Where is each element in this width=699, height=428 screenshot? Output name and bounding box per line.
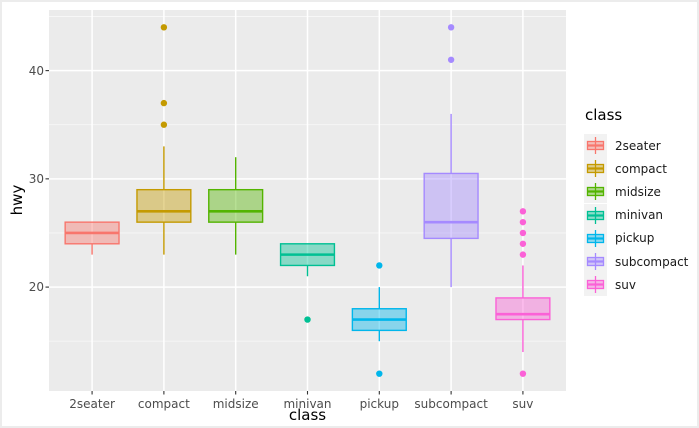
legend-label-midsize: midsize [615, 184, 661, 199]
outlier-point-compact [160, 121, 168, 128]
legend-title: class [585, 106, 623, 124]
legend-key-boxplot-icon [584, 203, 607, 227]
outlier-point-compact [160, 24, 168, 31]
outlier-point-suv [519, 370, 527, 377]
x-tick-label-midsize: midsize [212, 397, 259, 411]
legend-label-minivan: minivan [615, 208, 664, 223]
legend-item-compact: compact [584, 157, 688, 181]
y-axis-title: hwy [8, 184, 26, 216]
legend-key-boxplot-icon [584, 180, 607, 204]
legend-label-subcompact: subcompact [615, 254, 689, 269]
legend-item-suv: suv [584, 273, 688, 297]
legend-label-2seater: 2seater [615, 138, 661, 153]
box-midsize [208, 188, 264, 223]
legend-item-minivan: minivan [584, 203, 688, 227]
box-suv [495, 297, 551, 321]
legend-key-boxplot-icon [584, 226, 607, 250]
y-tick-label-30: 30 [28, 171, 44, 186]
outlier-point-compact [160, 99, 168, 107]
legend: class 2seater compact midsize minivan pickup… [584, 106, 689, 297]
outlier-point-subcompact [447, 24, 455, 31]
outlier-point-suv [519, 218, 527, 226]
y-tick-label-40: 40 [28, 63, 44, 78]
legend-items: 2seater compact midsize minivan pickup subcom… [584, 134, 689, 297]
legend-item-subcompact: subcompact [584, 250, 689, 274]
x-tick-label-2seater: 2seater [69, 397, 115, 411]
outlier-point-suv [519, 240, 527, 247]
x-tick-label-subcompact: subcompact [414, 397, 488, 411]
legend-label-compact: compact [615, 161, 667, 176]
legend-item-midsize: midsize [584, 180, 688, 204]
outlier-point-pickup [376, 370, 383, 377]
legend-label-suv: suv [615, 277, 636, 292]
x-tick-label-compact: compact [137, 397, 190, 411]
y-tick-label-20: 20 [28, 280, 44, 295]
legend-item-2seater: 2seater [584, 134, 688, 158]
outlier-point-suv [519, 208, 527, 215]
legend-label-pickup: pickup [615, 231, 655, 246]
x-axis-title: class [288, 406, 327, 424]
x-tick-label-pickup: pickup [359, 397, 399, 411]
box-compact [136, 188, 192, 223]
x-tick-label-suv: suv [512, 397, 534, 411]
box-subcompact [423, 172, 479, 240]
outlier-point-minivan [304, 316, 311, 323]
outlier-point-subcompact [447, 56, 455, 63]
outlier-point-suv [519, 229, 527, 237]
legend-key-boxplot-icon [584, 157, 607, 181]
legend-item-pickup: pickup [584, 226, 688, 250]
legend-key-boxplot-icon [584, 273, 607, 297]
outlier-point-suv [519, 251, 527, 258]
outlier-point-pickup [376, 262, 383, 269]
legend-key-boxplot-icon [584, 134, 607, 158]
legend-key-boxplot-icon [584, 250, 607, 274]
x-tick-label-minivan: minivan [283, 397, 332, 411]
